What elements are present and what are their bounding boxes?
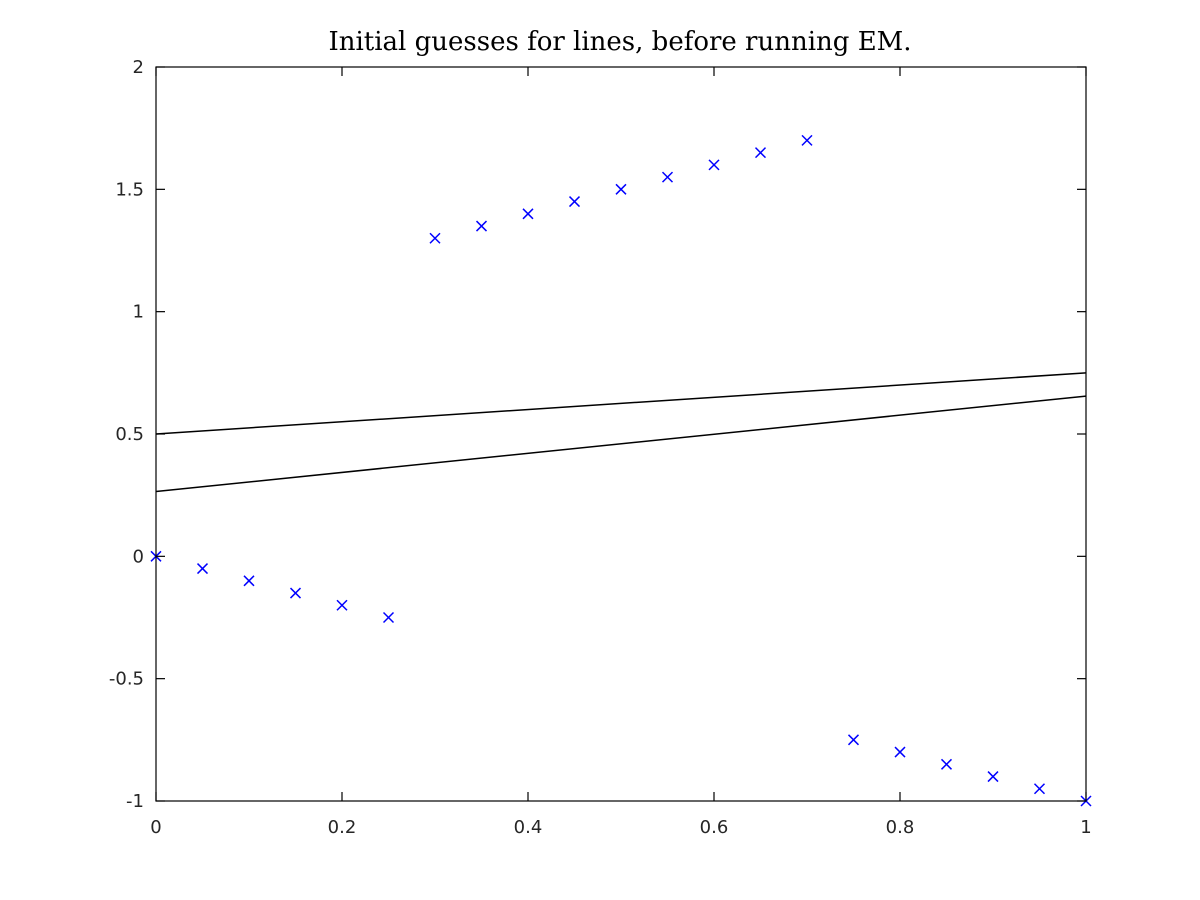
y-tick-label: 1.5 (115, 179, 144, 200)
data-point-marker (429, 232, 441, 244)
marker-stroke (708, 159, 720, 171)
y-tick-label: 0.5 (115, 424, 144, 445)
data-point-marker (940, 758, 953, 770)
data-point-marker (661, 171, 674, 183)
marker-stroke (801, 134, 813, 146)
marker-stroke (475, 220, 488, 232)
plot-area (150, 134, 1092, 807)
data-point-marker (382, 611, 395, 624)
data-point-marker (1033, 783, 1046, 795)
x-tick-label: 0 (150, 817, 161, 838)
marker-stroke (568, 196, 581, 208)
marker-stroke (894, 746, 906, 758)
data-point-marker (847, 734, 860, 746)
initial-guess-line (155, 395, 1087, 493)
axis-ticks: 0 0.2 0.4 0.6 0.8 1 -1 -0.5 0 0.5 1 1.5 2 (109, 57, 1092, 838)
y-tick-label: -0.5 (109, 669, 144, 690)
initial-guess-line (155, 372, 1087, 435)
marker-stroke (1033, 783, 1046, 795)
data-point-marker (289, 587, 302, 599)
marker-stroke (754, 147, 767, 159)
axes-frame (155, 66, 1087, 802)
marker-stroke (615, 183, 627, 195)
marker-stroke (243, 575, 255, 587)
marker-stroke (429, 232, 441, 244)
marker-stroke (336, 599, 348, 611)
x-tick-label: 1 (1080, 817, 1091, 838)
data-point-marker (708, 159, 720, 171)
data-point-marker (894, 746, 906, 758)
y-tick-label: 1 (133, 302, 144, 323)
data-point-marker (475, 220, 488, 232)
data-point-marker (615, 183, 627, 195)
marker-stroke (940, 758, 953, 770)
data-point-marker (336, 599, 348, 611)
data-point-marker (196, 563, 209, 575)
data-point-marker (754, 147, 767, 159)
data-point-marker (243, 575, 255, 587)
y-tick-label: 2 (133, 57, 144, 78)
marker-stroke (847, 734, 860, 746)
marker-stroke (661, 171, 674, 183)
data-point-marker (568, 196, 581, 208)
marker-stroke (382, 611, 395, 624)
x-tick-label: 0.2 (328, 817, 357, 838)
marker-stroke (196, 563, 209, 575)
marker-stroke (289, 587, 302, 599)
chart-title: Initial guesses for lines, before runnin… (328, 27, 911, 57)
data-point-marker (522, 208, 534, 220)
data-point-marker (987, 771, 999, 783)
marker-stroke (522, 208, 534, 220)
data-point-marker (801, 134, 813, 146)
x-tick-label: 0.8 (886, 817, 915, 838)
x-tick-label: 0.4 (514, 817, 543, 838)
x-tick-label: 0.6 (700, 817, 729, 838)
y-tick-label: -1 (126, 791, 144, 812)
y-tick-label: 0 (133, 546, 144, 567)
marker-stroke (987, 771, 999, 783)
